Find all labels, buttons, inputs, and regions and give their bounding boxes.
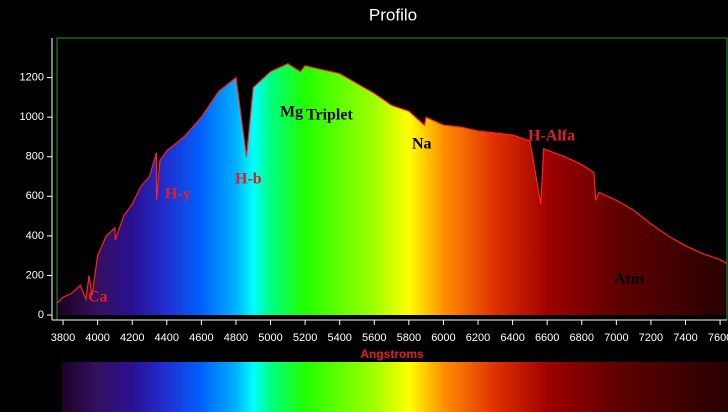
annotation: Na bbox=[412, 136, 432, 153]
annotation: Triplet bbox=[306, 107, 353, 124]
x-tick-label: 7600 bbox=[708, 332, 728, 344]
x-tick-label: 7400 bbox=[673, 332, 697, 344]
x-tick-label: 3800 bbox=[51, 332, 75, 344]
spectrum-line bbox=[56, 63, 728, 304]
x-tick-label: 6200 bbox=[466, 332, 490, 344]
x-tick-label: 6800 bbox=[570, 332, 594, 344]
x-tick-label: 4800 bbox=[224, 332, 248, 344]
annotation: H-y bbox=[165, 186, 191, 203]
x-tick-label: 5200 bbox=[293, 332, 317, 344]
x-tick-label: 4400 bbox=[155, 332, 179, 344]
x-tick-label: 6600 bbox=[535, 332, 559, 344]
annotation: H-Alfa bbox=[528, 128, 575, 145]
x-tick-label: 5000 bbox=[258, 332, 282, 344]
chart-title: Profilo bbox=[369, 5, 417, 24]
x-tick-label: 5800 bbox=[397, 332, 421, 344]
annotation: H-b bbox=[235, 171, 262, 188]
x-tick-label: 7000 bbox=[604, 332, 628, 344]
x-axis-label: Angstroms bbox=[360, 347, 424, 361]
x-tick-label: 5600 bbox=[362, 332, 386, 344]
x-tick-label: 4600 bbox=[189, 332, 213, 344]
spectrum-area bbox=[57, 63, 727, 316]
x-tick-label: 5400 bbox=[327, 332, 351, 344]
spectrum-strip bbox=[62, 362, 728, 412]
y-tick-label: 200 bbox=[26, 269, 44, 281]
y-tick-label: 400 bbox=[26, 230, 44, 242]
x-tick-label: 6000 bbox=[431, 332, 455, 344]
x-tick-label: 4200 bbox=[120, 332, 144, 344]
y-tick-label: 800 bbox=[26, 151, 44, 163]
plot-area bbox=[56, 63, 728, 316]
y-tick-label: 1200 bbox=[20, 71, 44, 83]
y-tick-label: 0 bbox=[38, 309, 44, 321]
x-tick-label: 6400 bbox=[500, 332, 524, 344]
annotation: Atm bbox=[614, 271, 645, 288]
x-tick-label: 4000 bbox=[85, 332, 109, 344]
annotation: Ca bbox=[88, 289, 108, 306]
x-tick-label: 7200 bbox=[639, 332, 663, 344]
annotation: Mg bbox=[280, 104, 303, 121]
y-tick-label: 600 bbox=[26, 190, 44, 202]
y-tick-label: 1000 bbox=[20, 111, 44, 123]
